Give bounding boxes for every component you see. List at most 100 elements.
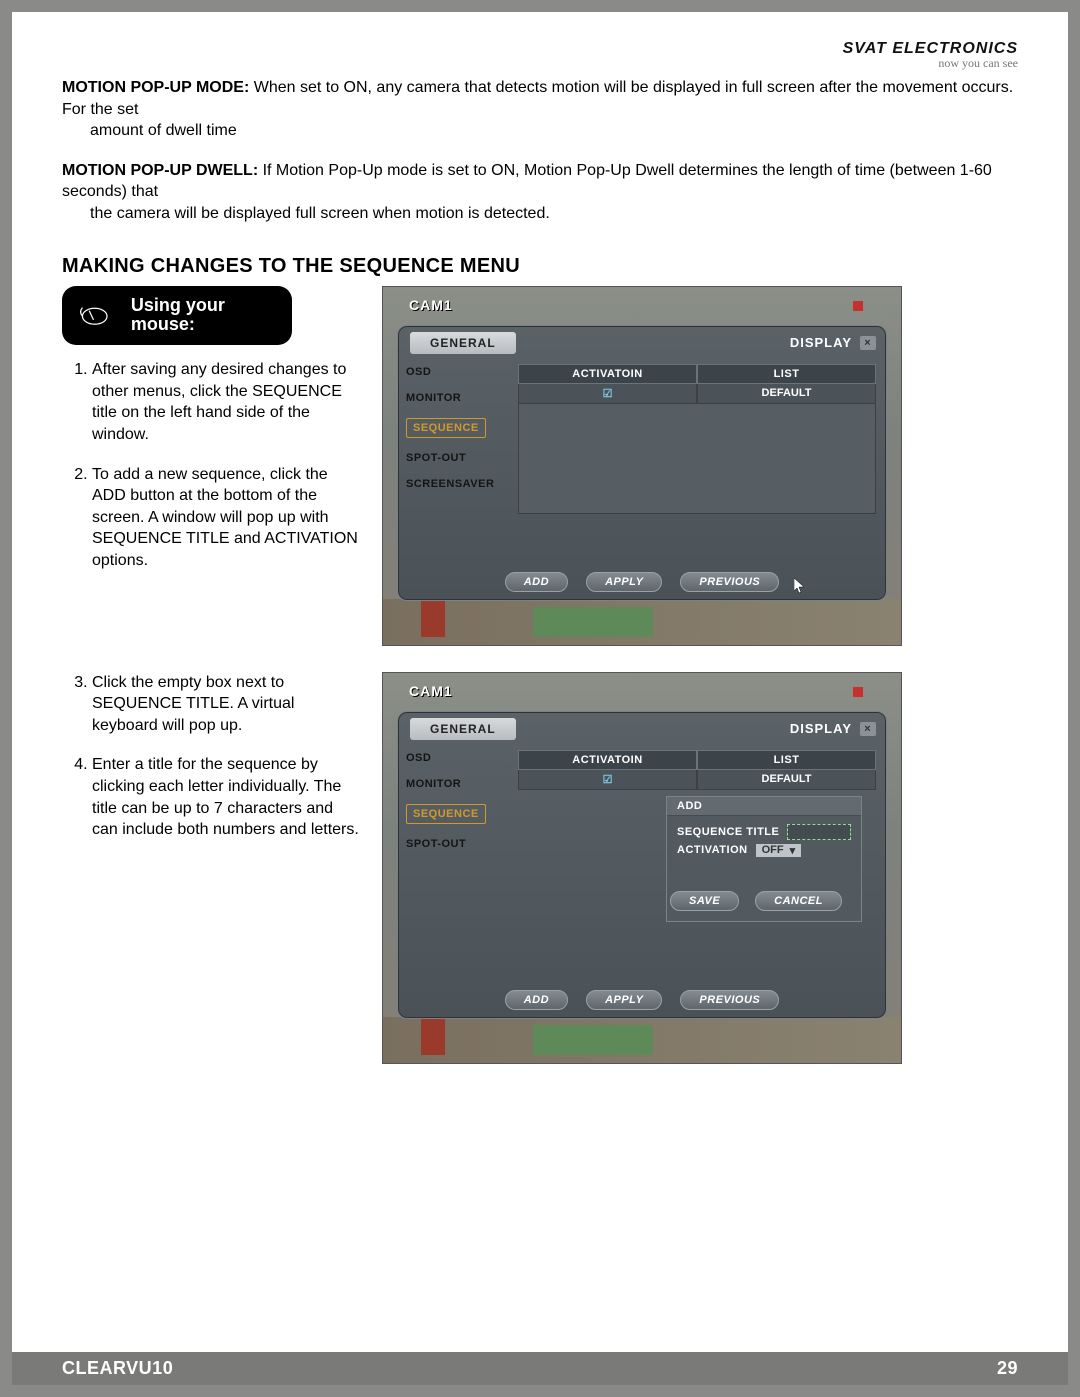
manual-page: SVAT ELECTRONICS now you can see MOTION …: [12, 12, 1068, 1385]
display-tab-label-2: DISPLAY: [790, 721, 852, 736]
panel-header-2: GENERAL DISPLAY ×: [398, 712, 886, 742]
bg-green: [533, 607, 653, 637]
side-nav: OSD MONITOR SEQUENCE SPOT-OUT SCREENSAVE…: [398, 356, 518, 558]
list-default[interactable]: DEFAULT: [697, 384, 876, 404]
bg-accent: [421, 601, 445, 637]
settings-panel-2: GENERAL DISPLAY × OSD MONITOR SEQUENCE: [397, 711, 887, 1019]
nav-osd[interactable]: OSD: [406, 366, 510, 378]
right-col-1: CAM1 GENERAL DISPLAY × OSD: [382, 286, 1018, 646]
record-indicator: [853, 301, 863, 311]
footer-page-number: 29: [997, 1358, 1018, 1379]
col-list-2: LIST: [697, 750, 876, 770]
record-indicator-2: [853, 687, 863, 697]
body-content: MOTION POP-UP MODE: When set to ON, any …: [62, 77, 1018, 1064]
display-tab-label: DISPLAY: [790, 335, 852, 350]
side-nav-2: OSD MONITOR SEQUENCE SPOT-OUT: [398, 742, 518, 976]
nav-screensaver[interactable]: SCREENSAVER: [406, 478, 510, 490]
apply-button[interactable]: APPLY: [586, 572, 662, 592]
panel-footer: ADD APPLY PREVIOUS: [398, 572, 886, 592]
panel-title-2: GENERAL: [410, 718, 516, 740]
motion-popup-dwell-para: MOTION POP-UP DWELL: If Motion Pop-Up mo…: [62, 160, 1018, 225]
close-icon[interactable]: ×: [860, 336, 876, 350]
apply-button-2[interactable]: APPLY: [586, 990, 662, 1010]
col-activation-2: ACTIVATOIN: [518, 750, 697, 770]
main-area: ACTIVATOIN LIST ☑ DEFAULT: [518, 356, 886, 558]
popup-title: ADD: [667, 797, 861, 816]
row-values-2: ☑ DEFAULT: [518, 770, 876, 790]
mouse-badge-text: Using your mouse:: [131, 296, 274, 336]
motion-popup-mode-para: MOTION POP-UP MODE: When set to ON, any …: [62, 77, 1018, 142]
step-1: After saving any desired changes to othe…: [92, 359, 362, 445]
activation-checkbox-2[interactable]: ☑: [518, 770, 697, 790]
step-4: Enter a title for the sequence by clicki…: [92, 754, 362, 840]
footer-model: CLEARVU10: [62, 1358, 173, 1379]
bg-accent-2: [421, 1019, 445, 1055]
motion-popup-mode-indent: amount of dwell time: [62, 120, 1018, 142]
empty-grid: [518, 404, 876, 514]
close-icon-2[interactable]: ×: [860, 722, 876, 736]
header-branding: SVAT ELECTRONICS now you can see: [843, 40, 1018, 71]
row-2: Click the empty box next to SEQUENCE TIT…: [62, 672, 1018, 1064]
left-col-2: Click the empty box next to SEQUENCE TIT…: [62, 672, 362, 859]
column-headers-2: ACTIVATOIN LIST: [518, 750, 876, 770]
section-heading: MAKING CHANGES TO THE SEQUENCE MENU: [62, 255, 1018, 278]
cam-label-2: CAM1: [409, 683, 453, 699]
col-activation: ACTIVATOIN: [518, 364, 697, 384]
steps-list-b: Click the empty box next to SEQUENCE TIT…: [62, 672, 362, 841]
col-list: LIST: [697, 364, 876, 384]
activation-value: OFF: [762, 844, 784, 856]
panel-footer-2: ADD APPLY PREVIOUS: [398, 990, 886, 1010]
sequence-menu-screenshot-2: CAM1 GENERAL DISPLAY × OSD: [382, 672, 902, 1064]
nav-sequence[interactable]: SEQUENCE: [406, 418, 486, 438]
add-button-2[interactable]: ADD: [505, 990, 568, 1010]
sequence-menu-screenshot-1: CAM1 GENERAL DISPLAY × OSD: [382, 286, 902, 646]
motion-popup-dwell-indent: the camera will be displayed full screen…: [62, 203, 1018, 225]
motion-popup-mode-label: MOTION POP-UP MODE:: [62, 79, 249, 96]
panel-section-label-2: DISPLAY ×: [790, 721, 876, 736]
panel-body-2: OSD MONITOR SEQUENCE SPOT-OUT ACTIVATOIN…: [398, 742, 886, 976]
steps-list-a: After saving any desired changes to othe…: [62, 359, 362, 571]
list-default-2[interactable]: DEFAULT: [697, 770, 876, 790]
motion-popup-dwell-label: MOTION POP-UP DWELL:: [62, 162, 258, 179]
activation-checkbox[interactable]: ☑: [518, 384, 697, 404]
step-3: Click the empty box next to SEQUENCE TIT…: [92, 672, 362, 737]
previous-button[interactable]: PREVIOUS: [680, 572, 779, 592]
cancel-button[interactable]: CANCEL: [755, 891, 842, 911]
bg-green-2: [533, 1025, 653, 1055]
row-values: ☑ DEFAULT: [518, 384, 876, 404]
right-col-2: CAM1 GENERAL DISPLAY × OSD: [382, 672, 1018, 1064]
brand-tagline: now you can see: [843, 56, 1018, 71]
seq-title-row: SEQUENCE TITLE: [677, 824, 851, 840]
save-button[interactable]: SAVE: [670, 891, 739, 911]
cursor-icon: [794, 578, 806, 594]
nav-osd-2[interactable]: OSD: [406, 752, 510, 764]
seq-title-label: SEQUENCE TITLE: [677, 826, 779, 838]
nav-spot-out[interactable]: SPOT-OUT: [406, 452, 510, 464]
cam-label: CAM1: [409, 297, 453, 313]
panel-body: OSD MONITOR SEQUENCE SPOT-OUT SCREENSAVE…: [398, 356, 886, 558]
popup-buttons: SAVE CANCEL: [677, 891, 851, 911]
left-col-1: Using your mouse: After saving any desir…: [62, 286, 362, 590]
mouse-icon: [80, 299, 117, 331]
row-1: Using your mouse: After saving any desir…: [62, 286, 1018, 646]
add-button[interactable]: ADD: [505, 572, 568, 592]
panel-header: GENERAL DISPLAY ×: [398, 326, 886, 356]
mouse-badge: Using your mouse:: [62, 286, 292, 346]
nav-sequence-2[interactable]: SEQUENCE: [406, 804, 486, 824]
activation-row: ACTIVATION OFF ▾: [677, 844, 851, 857]
seq-title-input[interactable]: [787, 824, 851, 840]
add-sequence-popup: ADD SEQUENCE TITLE ACTIVATION OFF: [666, 796, 862, 922]
nav-monitor-2[interactable]: MONITOR: [406, 778, 510, 790]
nav-monitor[interactable]: MONITOR: [406, 392, 510, 404]
main-area-2: ACTIVATOIN LIST ☑ DEFAULT ADD: [518, 742, 886, 976]
page-footer: CLEARVU10 29: [12, 1352, 1068, 1385]
column-headers: ACTIVATOIN LIST: [518, 364, 876, 384]
panel-section-label: DISPLAY ×: [790, 335, 876, 350]
activation-label: ACTIVATION: [677, 844, 748, 856]
panel-title: GENERAL: [410, 332, 516, 354]
activation-select[interactable]: OFF ▾: [756, 844, 802, 857]
previous-button-2[interactable]: PREVIOUS: [680, 990, 779, 1010]
nav-spot-out-2[interactable]: SPOT-OUT: [406, 838, 510, 850]
chevron-down-icon: ▾: [790, 844, 796, 857]
step-2: To add a new sequence, click the ADD but…: [92, 464, 362, 572]
